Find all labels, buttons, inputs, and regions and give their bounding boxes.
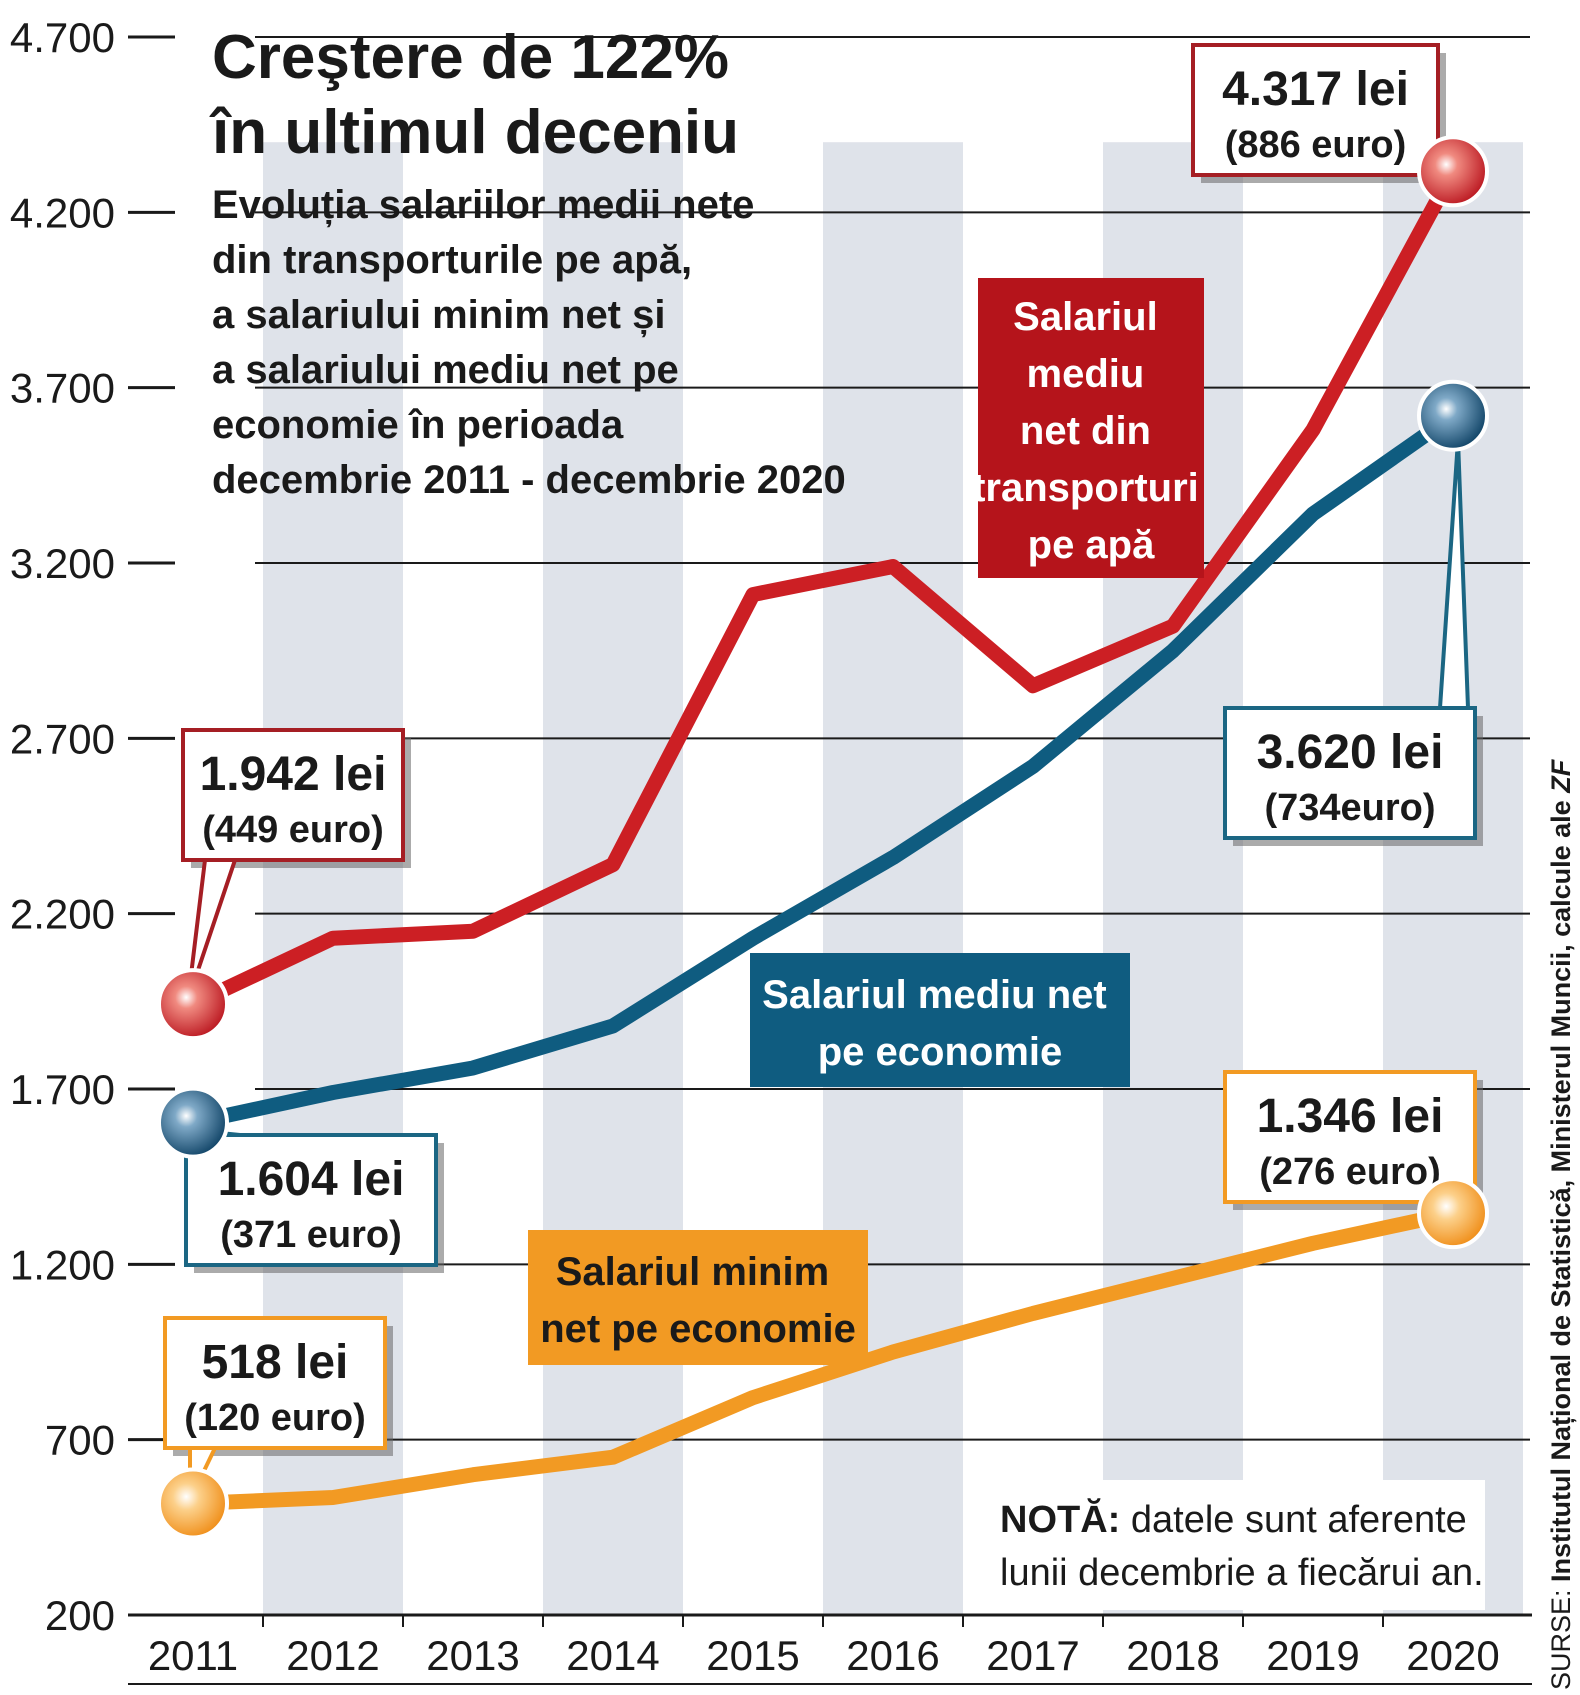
- xtick-label-2015: 2015: [706, 1632, 799, 1679]
- callout-blue-2020-euro: (734euro): [1264, 787, 1435, 829]
- ytick-label-200: 200: [45, 1592, 115, 1639]
- orange-marker-2020: [1417, 1177, 1489, 1250]
- callout-orange-2020-lei: 1.346 lei: [1257, 1090, 1444, 1143]
- series-lines: [185, 163, 1461, 1511]
- xtick-label-2018: 2018: [1126, 1632, 1219, 1679]
- callout-orange-2011: 518 lei (120 euro): [163, 1316, 393, 1501]
- callout-orange-2020: 1.346 lei (276 euro): [1223, 1070, 1483, 1213]
- orange-series-label-text: Salariul minim net pe economie: [540, 1250, 856, 1351]
- callout-blue-2011: 1.604 lei (371 euro): [184, 1128, 444, 1273]
- red-marker-2020: [1417, 135, 1489, 208]
- endpoint-markers: [157, 135, 1489, 1540]
- callout-red-2020-box: [1191, 43, 1440, 177]
- blue-marker-2020: [1417, 379, 1489, 452]
- note-box: NOTĂ: datele sunt aferente lunii decembr…: [990, 1480, 1485, 1610]
- ytick-label-3700: 3.700: [10, 365, 115, 412]
- callout-orange-2020-box: [1223, 1070, 1477, 1204]
- ytick-label-700: 700: [45, 1417, 115, 1464]
- subtitle-line-2: din transporturile pe apă,: [212, 238, 692, 282]
- title-line-2: în ultimul deceniu: [209, 98, 739, 167]
- xtick-label-2014: 2014: [566, 1632, 659, 1679]
- callout-blue-2020: 3.620 lei (734euro): [1223, 439, 1483, 846]
- xtick-label-2019: 2019: [1266, 1632, 1359, 1679]
- ytick-label-4200: 4.200: [10, 189, 115, 236]
- year-band-2020: [1383, 142, 1523, 1616]
- ytick-label-2200: 2.200: [10, 891, 115, 938]
- note-background: [990, 1480, 1485, 1610]
- xtick-label-2016: 2016: [846, 1632, 939, 1679]
- subtitle-line-6: decembrie 2011 - decembrie 2020: [212, 458, 846, 502]
- xtick-label-2017: 2017: [986, 1632, 1079, 1679]
- callout-orange-2011-euro: (120 euro): [184, 1397, 366, 1439]
- callout-red-2011-lei: 1.942 lei: [200, 748, 387, 801]
- xtick-label-2013: 2013: [426, 1632, 519, 1679]
- xtick-label-2020: 2020: [1406, 1632, 1499, 1679]
- red-series-label: Salariul mediu net din transporturi pe a…: [972, 278, 1210, 578]
- callout-orange-2011-box: [163, 1316, 387, 1450]
- callout-red-2020: 4.317 lei (886 euro): [1191, 43, 1454, 183]
- x-axis: 2011 2012 2013 2014 2015 2016 2017 2018 2019 2020: [128, 1613, 1532, 1685]
- source-credit: SURSE: Institutul Național de Statistică…: [1546, 758, 1576, 1690]
- ytick-label-1700: 1.700: [10, 1066, 115, 1113]
- callout-blue-2011-lei: 1.604 lei: [218, 1153, 405, 1206]
- ytick-label-1200: 1.200: [10, 1241, 115, 1288]
- orange-series-label-box: [528, 1230, 868, 1365]
- note-line-1: NOTĂ: datele sunt aferente: [1000, 1497, 1467, 1541]
- ytick-label-3200: 3.200: [10, 540, 115, 587]
- callout-red-2011-box: [181, 728, 405, 862]
- callout-orange-2020-euro: (276 euro): [1259, 1151, 1441, 1193]
- ytick-label-4700: 4.700: [10, 14, 115, 61]
- chart-title: Creştere de 122% în ultimul deceniu: [209, 23, 746, 167]
- subtitle-line-4: a salariului mediu net pe: [212, 348, 679, 392]
- callout-red-2011-euro: (449 euro): [202, 809, 384, 851]
- callout-red-2020-euro: (886 euro): [1225, 124, 1407, 166]
- blue-series-label: Salariul mediu net pe economie: [750, 953, 1130, 1087]
- red-series-label-text: Salariul mediu net din transporturi pe a…: [972, 295, 1210, 567]
- red-marker-2011: [157, 968, 229, 1041]
- xtick-label-2011: 2011: [148, 1632, 238, 1679]
- subtitle-line-1: Evoluția salariilor medii nete: [212, 183, 754, 227]
- callout-red-2011: 1.942 lei (449 euro): [181, 728, 411, 1001]
- orange-marker-2011: [157, 1467, 229, 1540]
- callout-blue-2020-box: [1223, 706, 1477, 840]
- blue-series-label-box: [750, 953, 1130, 1087]
- blue-series-label-text: Salariul mediu net pe economie: [762, 973, 1118, 1074]
- orange-series-line: [185, 1205, 1461, 1511]
- callout-orange-2011-lei: 518 lei: [202, 1336, 349, 1389]
- callout-blue-2011-box: [184, 1133, 438, 1267]
- red-series-label-box: [978, 278, 1204, 578]
- ytick-label-2700: 2.700: [10, 715, 115, 762]
- orange-series-label: Salariul minim net pe economie: [528, 1230, 868, 1365]
- blue-marker-2011: [157, 1086, 229, 1159]
- blue-series-line: [185, 408, 1461, 1131]
- callout-red-2020-lei: 4.317 lei: [1222, 63, 1409, 116]
- subtitle-line-3: a salariului minim net și: [212, 293, 665, 337]
- red-series-line: [185, 163, 1461, 1012]
- title-line-1: Creştere de 122%: [212, 23, 729, 92]
- note-line-2: lunii decembrie a fiecărui an.: [1000, 1552, 1484, 1594]
- xtick-label-2012: 2012: [286, 1632, 379, 1679]
- callout-blue-2011-euro: (371 euro): [220, 1214, 402, 1256]
- chart-subtitle: Evoluția salariilor medii nete din trans…: [212, 183, 846, 502]
- subtitle-line-5: economie în perioada: [212, 403, 624, 447]
- y-axis-ticks: 4.700 4.200 3.700 3.200 2.700 2.200 1.700 1.200…: [10, 14, 175, 1639]
- callout-blue-2020-lei: 3.620 lei: [1257, 726, 1444, 779]
